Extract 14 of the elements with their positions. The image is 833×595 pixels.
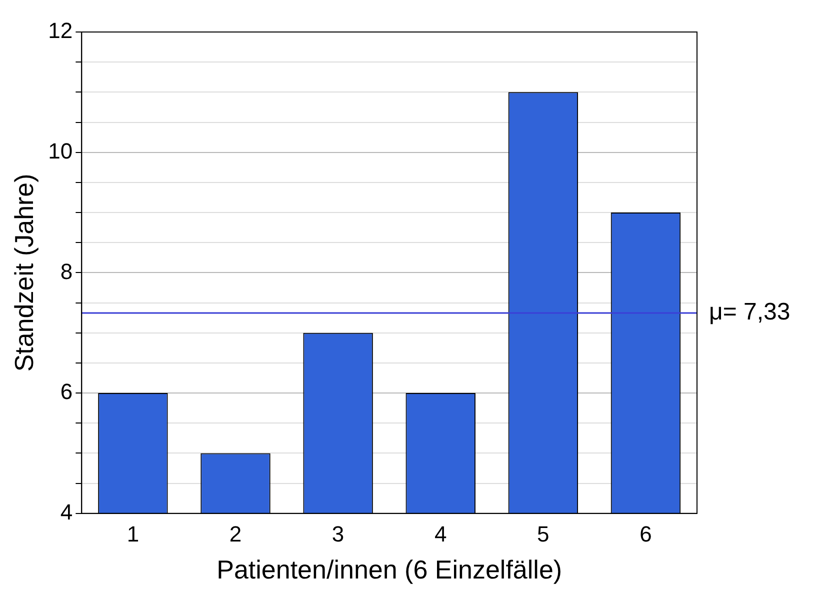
y-tick-label: 12 [48, 18, 73, 44]
y-tick-label: 8 [60, 258, 73, 284]
x-tick-label: 2 [229, 522, 242, 547]
x-tick-label: 1 [126, 522, 140, 547]
y-tick-label: 10 [48, 138, 73, 164]
y-tick-label: 6 [60, 379, 73, 404]
x-tick-label: 3 [332, 522, 344, 547]
ref-line-label: μ= 7,33 [709, 298, 790, 326]
y-tick-label: 4 [60, 499, 73, 524]
x-tick-label: 6 [640, 522, 652, 547]
x-tick-label: 5 [537, 522, 550, 547]
x-tick-label: 4 [434, 522, 447, 547]
y-axis-title: Standzeit (Jahre) [8, 174, 39, 372]
x-axis-title: Patienten/innen (6 Einzelfälle) [216, 554, 562, 585]
